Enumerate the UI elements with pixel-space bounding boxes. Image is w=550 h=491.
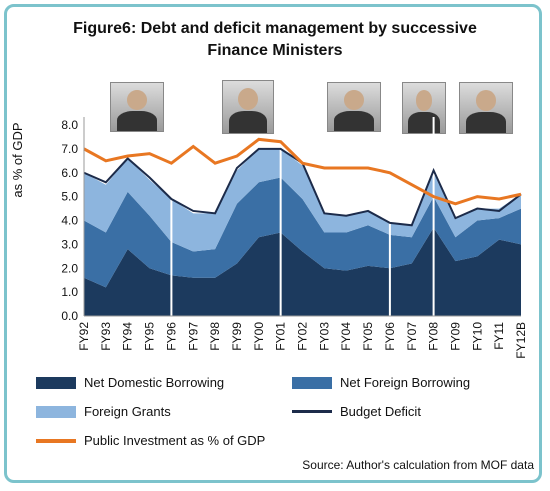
legend-swatch-budget-deficit	[292, 410, 332, 414]
x-tick-label: FY03	[317, 322, 331, 351]
finance-minister-photo-2	[222, 80, 274, 134]
legend-label: Net Domestic Borrowing	[84, 375, 225, 391]
y-tick-label: 6.0	[61, 166, 78, 180]
x-tick-label: FY05	[361, 322, 375, 351]
y-tick-label: 8.0	[61, 118, 78, 132]
x-tick-label: FY99	[230, 322, 244, 351]
x-tick-label: FY94	[121, 322, 135, 351]
x-tick-label: FY00	[252, 322, 266, 351]
x-tick-label: FY96	[164, 322, 178, 351]
legend-foreign-grants: Foreign Grants	[36, 403, 171, 419]
y-tick-label: 4.0	[61, 214, 78, 228]
x-tick-label: FY10	[470, 322, 484, 351]
y-tick-label: 1.0	[61, 285, 78, 299]
finance-minister-photo-3	[327, 82, 381, 132]
legend-budget-deficit: Budget Deficit	[292, 403, 421, 419]
x-tick-label: FY02	[296, 322, 310, 351]
x-tick-label: FY92	[77, 322, 91, 351]
legend-label: Net Foreign Borrowing	[340, 375, 471, 391]
x-tick-label: FY12B	[514, 322, 528, 359]
chart-title-line1: Figure6: Debt and deficit management by …	[73, 20, 477, 37]
finance-minister-photo-4	[402, 82, 446, 134]
y-tick-label: 7.0	[61, 142, 78, 156]
y-tick-label: 0.0	[61, 309, 78, 323]
x-tick-label: FY93	[99, 322, 113, 351]
line-public-investment-as-of-gdp	[83, 137, 522, 206]
legend-net-foreign-borrowing: Net Foreign Borrowing	[292, 374, 470, 390]
x-tick-label: FY07	[405, 322, 419, 351]
legend-swatch-foreign-grants	[36, 405, 76, 418]
chart-title-line2: Finance Ministers	[207, 42, 343, 59]
legend-public-investment: Public Investment as % of GDP	[36, 432, 265, 448]
x-tick-label: FY98	[208, 322, 222, 351]
legend-swatch-net-foreign-borrowing	[292, 376, 332, 389]
legend-net-domestic-borrowing: Net Domestic Borrowing	[36, 374, 224, 390]
legend-label: Foreign Grants	[84, 404, 171, 420]
x-tick-label: FY04	[339, 322, 353, 351]
x-tick-label: FY06	[383, 322, 397, 351]
legend-label: Budget Deficit	[340, 404, 421, 420]
legend-swatch-public-investment	[36, 438, 76, 443]
x-tick-label: FY11	[492, 322, 506, 350]
finance-minister-photo-5	[459, 82, 513, 134]
y-tick-label: 5.0	[61, 190, 78, 204]
area-net-foreign-borrowing	[84, 177, 521, 288]
x-tick-label: FY95	[143, 322, 157, 351]
source-note: Source: Author's calculation from MOF da…	[302, 458, 534, 472]
x-tick-label: FY08	[427, 322, 441, 351]
legend-label: Public Investment as % of GDP	[84, 433, 266, 449]
area-net-domestic-borrowing	[84, 227, 521, 316]
y-tick-label: 3.0	[61, 237, 78, 251]
y-tick-label: 2.0	[61, 261, 78, 275]
finance-minister-photo-1	[110, 82, 164, 132]
legend-swatch-net-domestic-borrowing	[36, 376, 76, 389]
x-tick-label: FY01	[274, 322, 288, 351]
x-tick-label: FY97	[186, 322, 200, 351]
x-tick-label: FY09	[448, 322, 462, 351]
